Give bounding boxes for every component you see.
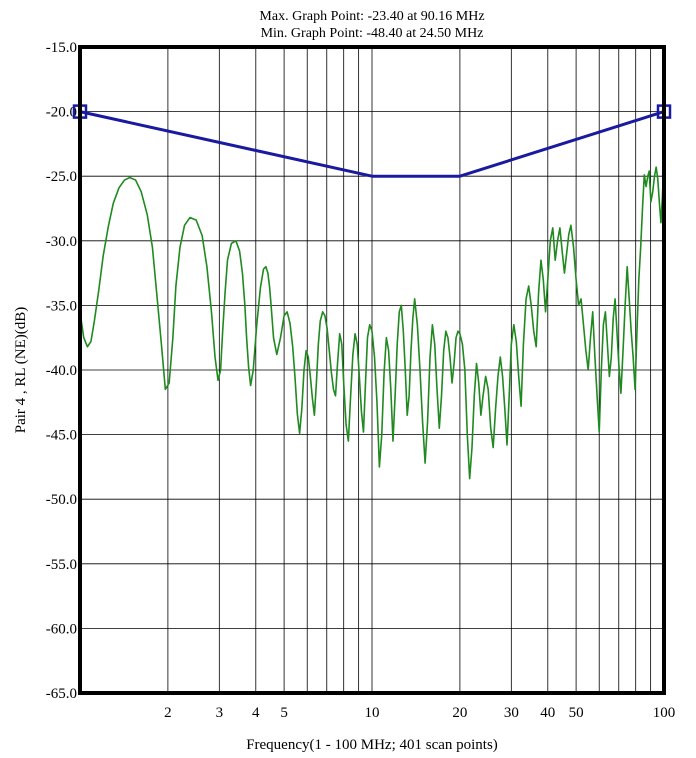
y-tick-labels: -15.0 -20.0 -25.0 -30.0 -35.0 -40.0 -45.0 -50.0… xyxy=(46,40,77,702)
y-tick-label: -40.0 xyxy=(46,363,77,379)
x-tick-label: 10 xyxy=(365,705,380,721)
chart-title-max: Max. Graph Point: -23.40 at 90.16 MHz xyxy=(259,9,484,24)
y-tick-label: -20.0 xyxy=(46,105,77,121)
y-tick-label: -25.0 xyxy=(46,169,77,185)
y-tick-label: -50.0 xyxy=(46,492,77,508)
x-tick-label: 30 xyxy=(504,705,519,721)
x-tick-label: 40 xyxy=(540,705,555,721)
x-tick-label: 5 xyxy=(280,705,288,721)
measurement-series-line xyxy=(79,155,665,480)
x-tick-labels: 2 3 4 5 10 20 30 40 50 100 xyxy=(164,705,675,721)
y-tick-label: -60.0 xyxy=(46,621,77,637)
x-tick-label: 20 xyxy=(452,705,467,721)
y-tick-label: -35.0 xyxy=(46,298,77,314)
y-tick-label: -15.0 xyxy=(46,40,77,56)
x-tick-label: 2 xyxy=(164,705,172,721)
plot-frame xyxy=(78,45,666,695)
horizontal-gridlines xyxy=(80,111,664,629)
y-tick-label: -65.0 xyxy=(46,686,77,702)
limit-line xyxy=(79,110,665,178)
y-tick-label: -30.0 xyxy=(46,234,77,250)
x-axis-label: Frequency(1 - 100 MHz; 401 scan points) xyxy=(246,737,498,753)
x-tick-label: 4 xyxy=(252,705,260,721)
x-tick-label: 3 xyxy=(216,705,224,721)
chart-title-min: Min. Graph Point: -48.40 at 24.50 MHz xyxy=(261,26,484,41)
y-tick-label: -45.0 xyxy=(46,428,77,444)
x-tick-label: 100 xyxy=(653,705,676,721)
x-tick-label: 50 xyxy=(569,705,584,721)
y-tick-label: -55.0 xyxy=(46,557,77,573)
y-axis-label: Pair 4 , RL (NE)(dB) xyxy=(13,307,29,434)
